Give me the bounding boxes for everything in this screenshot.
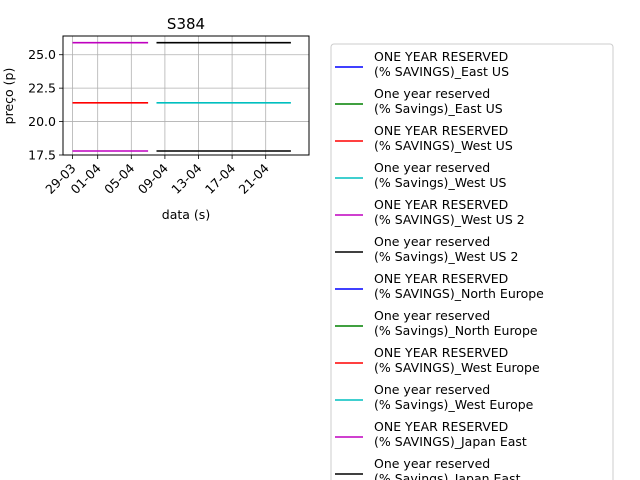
x-tick-label: 17-04	[202, 160, 238, 196]
legend-entry: ONE YEAR RESERVED (% SAVINGS)_East US	[335, 49, 509, 79]
legend-label: One year reserved (% Savings)_West Europe	[374, 382, 534, 412]
y-axis-label: preço (p)	[1, 68, 16, 125]
legend-entry: One year reserved (% Savings)_North Europ…	[335, 308, 538, 338]
legend-label: ONE YEAR RESERVED (% SAVINGS)_Japan East	[374, 419, 527, 449]
legend-entry: ONE YEAR RESERVED (% SAVINGS)_Japan East	[335, 419, 527, 449]
y-tick-label: 20.0	[28, 114, 56, 129]
legend-entry: ONE YEAR RESERVED (% SAVINGS)_North Europ…	[335, 271, 544, 301]
x-tick-label: 05-04	[101, 160, 137, 196]
y-tick-label: 25.0	[28, 47, 56, 62]
series-lines	[72, 41, 291, 152]
legend-label: One year reserved (% Savings)_Japan East	[374, 456, 521, 480]
chart-title: S384	[167, 15, 205, 33]
y-tick-label: 17.5	[28, 148, 56, 163]
legend: ONE YEAR RESERVED (% SAVINGS)_East US One …	[330, 43, 614, 480]
legend-entry: One year reserved (% Savings)_East US	[335, 86, 503, 116]
legend-label: One year reserved (% Savings)_East US	[374, 86, 503, 116]
x-axis-label: data (s)	[162, 207, 210, 222]
legend-label: One year reserved (% Savings)_West US	[374, 160, 507, 190]
x-tick-label: 21-04	[236, 160, 272, 196]
legend-entry: ONE YEAR RESERVED (% SAVINGS)_West Europe	[335, 345, 540, 375]
x-tick-label: 09-04	[135, 160, 171, 196]
legend-entry: One year reserved (% Savings)_West Europe	[335, 382, 534, 412]
legend-label: One year reserved (% Savings)_North Europ…	[374, 308, 538, 338]
legend-label: ONE YEAR RESERVED (% SAVINGS)_East US	[374, 49, 509, 79]
legend-entry: One year reserved (% Savings)_West US	[335, 160, 507, 190]
legend-label: ONE YEAR RESERVED (% SAVINGS)_North Europ…	[374, 271, 544, 301]
legend-label: ONE YEAR RESERVED (% SAVINGS)_West US	[374, 123, 513, 153]
plot-frame	[62, 35, 310, 156]
legend-label: ONE YEAR RESERVED (% SAVINGS)_West Europe	[374, 345, 540, 375]
legend-entry: One year reserved (% Savings)_West US 2	[335, 234, 518, 264]
y-axis: 17.5 20.0 22.5 25.0	[28, 47, 63, 163]
x-tick-label: 13-04	[168, 160, 204, 196]
legend-entry: One year reserved (% Savings)_Japan East	[335, 456, 521, 480]
legend-entry: ONE YEAR RESERVED (% SAVINGS)_West US	[335, 123, 513, 153]
legend-frame	[330, 43, 614, 480]
legend-label: ONE YEAR RESERVED (% SAVINGS)_West US 2	[374, 197, 525, 227]
grid	[63, 36, 309, 156]
legend-entry: ONE YEAR RESERVED (% SAVINGS)_West US 2	[335, 197, 525, 227]
y-tick-label: 22.5	[28, 81, 56, 96]
legend-label: One year reserved (% Savings)_West US 2	[374, 234, 518, 264]
